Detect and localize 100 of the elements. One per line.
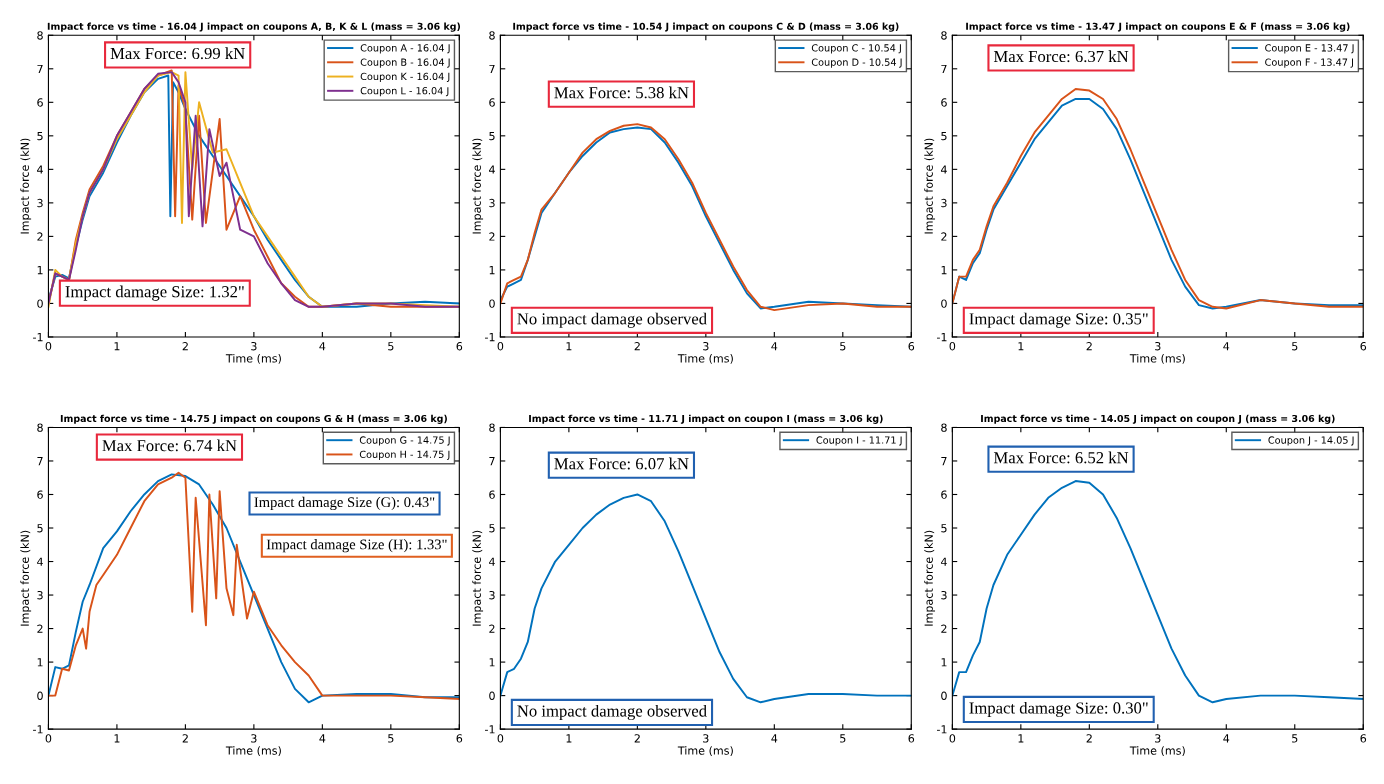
y-axis-title: Impact force (kN): [924, 530, 936, 626]
y-axis-title: Impact force (kN): [472, 138, 484, 234]
y-tick-label: 3: [489, 198, 495, 208]
x-tick-label: 1: [566, 342, 572, 351]
y-tick-label: 6: [941, 98, 947, 107]
x-axis-title: Time (ms): [1129, 746, 1185, 757]
x-tick-label: 5: [1292, 734, 1298, 743]
y-tick-label: 7: [489, 64, 495, 74]
y-tick-label: 3: [37, 591, 43, 600]
y-tick-label: 3: [37, 198, 43, 208]
y-tick-label: 5: [941, 131, 947, 141]
chart-title: Impact force vs time - 16.04 J impact on coupons A, B, K & L (mass = 3.06 kg): [47, 22, 460, 32]
y-tick-label: 7: [37, 64, 43, 74]
x-tick-label: 2: [634, 734, 640, 743]
x-tick-label: 6: [456, 342, 463, 351]
chart-title: Impact force vs time - 14.05 J impact on coupon J (mass = 3.06 kg): [981, 414, 1335, 424]
y-tick-label: -1: [485, 725, 495, 734]
x-tick-label: 5: [840, 734, 846, 743]
x-tick-label: 5: [840, 342, 846, 351]
y-tick-label: 1: [941, 266, 947, 275]
legend-label: Coupon H - 14.75 J: [359, 450, 450, 460]
x-tick-label: 0: [45, 734, 52, 743]
x-tick-label: 4: [1223, 734, 1230, 743]
x-tick-label: 2: [182, 734, 188, 743]
y-tick-label: 8: [37, 423, 43, 432]
y-tick-label: 7: [489, 457, 495, 466]
x-tick-label: 1: [114, 734, 120, 743]
x-tick-label: 1: [1018, 734, 1024, 743]
y-axis-title: Impact force (kN): [20, 138, 32, 234]
x-tick-label: 1: [1018, 342, 1024, 351]
y-tick-label: 4: [489, 165, 495, 174]
y-tick-label: 5: [941, 524, 947, 533]
y-axis-title: Impact force (kN): [472, 530, 484, 626]
y-tick-label: 3: [941, 198, 947, 208]
x-tick-label: 3: [251, 342, 257, 351]
y-tick-label: 8: [489, 31, 495, 40]
x-tick-label: 0: [497, 734, 504, 743]
x-tick-label: 3: [703, 342, 709, 351]
annotation: Max Force: 5.38 kN: [554, 86, 689, 99]
annotation: Max Force: 6.52 kN: [993, 451, 1129, 464]
annotation: Max Force: 6.99 kN: [110, 47, 245, 60]
x-tick-label: 4: [771, 342, 778, 351]
legend-label: Coupon D - 10.54 J: [811, 58, 902, 68]
y-tick-label: 1: [941, 658, 947, 667]
y-tick-label: 8: [941, 423, 947, 432]
annotation: No impact damage observed: [517, 704, 707, 721]
x-tick-label: 2: [1086, 734, 1092, 743]
y-tick-label: -1: [936, 333, 947, 342]
y-tick-label: -1: [33, 725, 43, 734]
y-tick-label: 2: [941, 232, 947, 241]
y-tick-label: 1: [489, 266, 495, 275]
y-tick-label: -1: [485, 333, 495, 342]
y-tick-label: 7: [941, 64, 947, 74]
y-tick-label: 4: [940, 557, 947, 566]
annotation: Max Force: 6.74 kN: [102, 439, 237, 452]
annotation: No impact damage observed: [517, 312, 707, 328]
y-axis-title: Impact force (kN): [924, 138, 936, 234]
legend-label: Coupon L - 16.04 J: [360, 87, 449, 97]
y-tick-label: 4: [489, 557, 495, 566]
x-tick-label: 3: [1155, 734, 1161, 743]
y-tick-label: 4: [37, 165, 43, 174]
y-tick-label: 2: [37, 232, 43, 241]
y-tick-label: 2: [37, 624, 43, 633]
x-tick-label: 0: [949, 342, 956, 351]
legend-label: Coupon E - 13.47 J: [1265, 44, 1354, 54]
y-tick-label: 8: [37, 31, 43, 40]
annotation: Max Force: 6.07 kN: [554, 457, 689, 470]
x-axis-title: Time (ms): [677, 746, 733, 757]
legend-label: Coupon K - 16.04 J: [360, 72, 450, 82]
x-axis-title: Time (ms): [225, 353, 281, 364]
legend-label: Coupon B - 16.04 J: [360, 58, 450, 68]
x-tick-label: 6: [1360, 734, 1367, 743]
y-tick-label: 5: [37, 131, 43, 141]
y-tick-label: 0: [941, 299, 947, 308]
y-tick-label: 3: [489, 591, 495, 600]
x-tick-label: 6: [908, 734, 915, 743]
x-tick-label: 6: [456, 734, 463, 743]
annotation: Impact damage Size: 1.32": [65, 285, 244, 301]
line-series: [952, 480, 1364, 704]
y-tick-label: 6: [37, 98, 43, 107]
y-tick-label: -1: [936, 725, 947, 734]
x-tick-label: 4: [319, 342, 326, 351]
chart-title: Impact force vs time - 11.71 J impact on coupon I (mass = 3.06 kg): [529, 414, 883, 424]
legend-label: Coupon G - 14.75 J: [359, 436, 450, 446]
x-tick-label: 1: [566, 734, 572, 743]
y-tick-label: 1: [37, 658, 43, 667]
legend-label: Coupon A - 16.04 J: [360, 44, 450, 54]
y-tick-label: 7: [941, 457, 947, 466]
x-tick-label: 4: [771, 734, 778, 743]
annotation: Impact damage Size: 0.35": [969, 312, 1148, 328]
x-tick-label: 4: [1223, 342, 1230, 351]
x-tick-label: 6: [908, 342, 915, 351]
y-tick-label: 3: [941, 591, 947, 600]
y-axis-title: Impact force (kN): [20, 530, 32, 626]
x-tick-label: 3: [703, 734, 709, 743]
y-tick-label: 2: [489, 624, 495, 633]
y-tick-label: 8: [941, 31, 947, 40]
line-series: [500, 493, 912, 704]
legend-label: Coupon I - 11.71 J: [816, 436, 902, 446]
y-tick-label: -1: [33, 333, 43, 342]
